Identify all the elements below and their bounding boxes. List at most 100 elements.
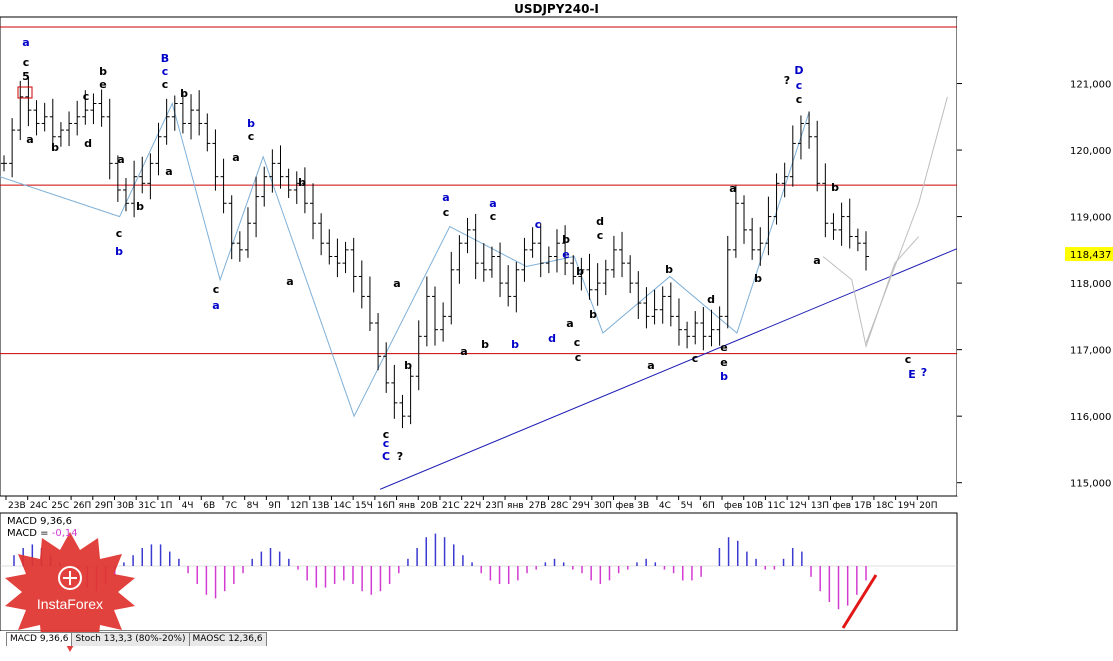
current-price-label: 118,437 — [1070, 250, 1111, 261]
wave-label: a — [729, 182, 736, 195]
time-tick-label: 23П — [485, 501, 503, 511]
wave-label: ? — [784, 74, 790, 87]
wave-label: d — [707, 293, 715, 306]
projection-line-2 — [865, 96, 948, 344]
wave-label: c — [83, 90, 90, 103]
chart-title: USDJPY240-I — [514, 2, 599, 16]
macd-legend-value-row: MACD = -0,14 — [7, 528, 78, 540]
wave-label: c — [213, 283, 220, 296]
wave-label: a — [442, 191, 449, 204]
wave-label: e — [99, 78, 106, 91]
current-price-box — [1065, 247, 1113, 262]
tab-macd[interactable]: MACD 9,36,6 — [6, 632, 73, 646]
price-tick-label: 121,000 — [1070, 80, 1111, 91]
time-tick-label: 29П — [95, 501, 113, 511]
price-tick-label: 117,000 — [1070, 346, 1111, 357]
wave-label: b — [99, 65, 107, 78]
tab-stoch[interactable]: Stoch 13,3,3 (80%-20%) — [71, 632, 190, 646]
macd-legend-name: MACD 9,36,6 — [7, 516, 72, 527]
wave-label: a — [647, 359, 654, 372]
wave-label: a — [165, 165, 172, 178]
wave-label: b — [831, 181, 839, 194]
time-tick-label: 8Ч — [247, 501, 259, 511]
time-tick-label: 30П — [594, 501, 612, 511]
macd-panel-frame — [0, 512, 958, 632]
wave-label: c — [443, 206, 450, 219]
price-panel-frame — [0, 16, 958, 497]
wave-label: b — [404, 359, 412, 372]
macd-legend-value-prefix: MACD = — [7, 528, 52, 539]
wave-label: C — [382, 450, 390, 463]
wave-label: b — [576, 265, 584, 278]
time-tick-label: 22Ч — [464, 501, 482, 511]
wave-label: ? — [397, 450, 403, 463]
wave-label: a — [212, 299, 219, 312]
time-tick-label: 18C — [876, 501, 894, 511]
time-tick-label: 17B — [854, 501, 872, 511]
wave-label: a — [489, 197, 496, 210]
macd-trend-arrow — [841, 574, 878, 629]
wave-label: d — [84, 137, 92, 150]
time-tick-label: 3B — [637, 501, 649, 511]
wave-label: b — [247, 117, 255, 130]
wave-label: c — [796, 93, 803, 106]
time-tick-label: 6П — [702, 501, 715, 511]
wave-label: e — [720, 356, 727, 369]
time-tick-label: 27B — [529, 501, 547, 511]
wave-label: d — [548, 332, 556, 345]
wave-label: b — [511, 338, 519, 351]
time-tick-label: 11C — [767, 501, 785, 511]
wave-label: B — [161, 52, 169, 65]
wave-label: b — [665, 263, 673, 276]
wave-label: 5 — [22, 70, 30, 83]
wave-label: a — [566, 317, 573, 330]
instaforex-logo: InstaForex — [0, 528, 140, 656]
time-tick-label: 15Ч — [355, 501, 373, 511]
time-tick-label: 9П — [268, 501, 281, 511]
marker-box — [17, 86, 33, 99]
wave-label: e — [720, 341, 727, 354]
wave-label: b — [298, 176, 306, 189]
price-tick-label: 115,000 — [1070, 479, 1111, 490]
logo-text: InstaForex — [37, 596, 103, 612]
wave-label: e — [562, 248, 569, 261]
time-tick-label: 12Ч — [789, 501, 807, 511]
time-tick-label: 26П — [73, 501, 91, 511]
time-tick-label: фев — [833, 501, 852, 511]
wave-label: c — [383, 437, 390, 450]
logo-star-shape — [5, 532, 135, 652]
time-tick-label: 20П — [919, 501, 937, 511]
wave-label: c — [162, 65, 169, 78]
wave-label: a — [22, 36, 29, 49]
time-tick-label: 7C — [225, 501, 237, 511]
time-tick-label: янв — [507, 501, 524, 511]
wave-label: c — [490, 210, 497, 223]
wave-label: c — [905, 353, 912, 366]
wave-label: b — [720, 370, 728, 383]
time-tick-label: 5Ч — [681, 501, 693, 511]
wave-label: c — [574, 336, 581, 349]
projection-line — [822, 236, 920, 349]
wave-label: a — [393, 277, 400, 290]
wave-label: b — [562, 233, 570, 246]
time-tick-label: 24C — [30, 501, 48, 511]
wave-label: E — [908, 368, 916, 381]
wave-label: c — [162, 78, 169, 91]
wave-label: ? — [921, 366, 927, 379]
wave-label: b — [51, 141, 59, 154]
time-tick-label: 6B — [203, 501, 215, 511]
wave-label: c — [248, 130, 255, 143]
time-tick-label: 12П — [290, 501, 308, 511]
time-tick-label: 25C — [51, 501, 69, 511]
time-tick-label: 16П — [377, 501, 395, 511]
time-tick-label: 28C — [550, 501, 568, 511]
indicator-tabs: MACD 9,36,6 Stoch 13,3,3 (80%-20%) MAOSC… — [6, 632, 267, 646]
time-tick-label: 1П — [160, 501, 173, 511]
tab-maosc[interactable]: MAOSC 12,36,6 — [188, 632, 267, 646]
price-layer: 119,4722 Ret 0,114116,9403 Ret 0,236ac5a… — [0, 26, 1054, 490]
wave-label: D — [794, 64, 803, 77]
wave-label: c — [692, 352, 699, 365]
wave-label: c — [597, 229, 604, 242]
wave-label: c — [383, 428, 390, 441]
